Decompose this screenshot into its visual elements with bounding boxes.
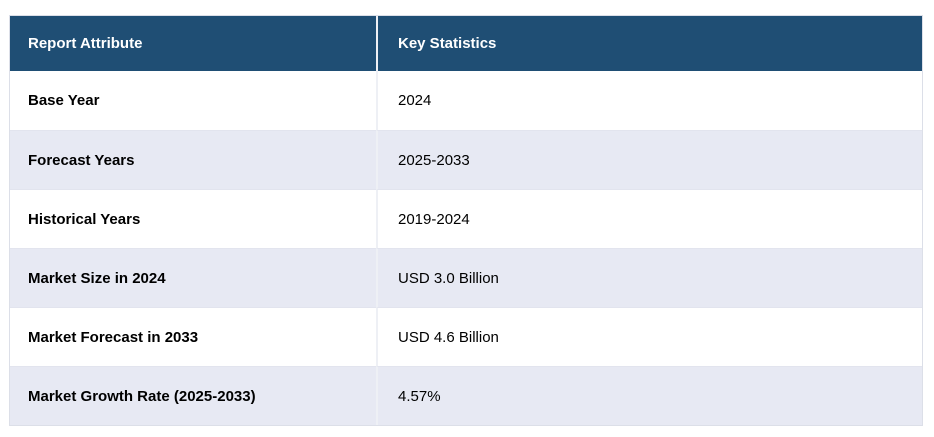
attribute-cell: Market Forecast in 2033 xyxy=(10,307,376,366)
table-row-market-growth-rate: Market Growth Rate (2025-2033) 4.57% xyxy=(10,366,922,425)
header-row: Report Attribute Key Statistics xyxy=(10,16,922,71)
table-header: Report Attribute Key Statistics xyxy=(10,16,922,71)
table-row-forecast-years: Forecast Years 2025-2033 xyxy=(10,130,922,189)
value-cell: 2025-2033 xyxy=(376,130,922,189)
table-row-historical-years: Historical Years 2019-2024 xyxy=(10,189,922,248)
table-row-market-size-2024: Market Size in 2024 USD 3.0 Billion xyxy=(10,248,922,307)
table-body: Base Year 2024 Forecast Years 2025-2033 … xyxy=(10,71,922,425)
attribute-cell: Forecast Years xyxy=(10,130,376,189)
value-cell: USD 3.0 Billion xyxy=(376,248,922,307)
value-cell: 2024 xyxy=(376,71,922,130)
value-cell: 4.57% xyxy=(376,366,922,425)
table-row-market-forecast-2033: Market Forecast in 2033 USD 4.6 Billion xyxy=(10,307,922,366)
attribute-cell: Historical Years xyxy=(10,189,376,248)
attribute-cell: Market Size in 2024 xyxy=(10,248,376,307)
attribute-cell: Base Year xyxy=(10,71,376,130)
attribute-cell: Market Growth Rate (2025-2033) xyxy=(10,366,376,425)
column-header-key-statistics: Key Statistics xyxy=(376,16,922,71)
column-header-report-attribute: Report Attribute xyxy=(10,16,376,71)
key-statistics-table: Report Attribute Key Statistics Base Yea… xyxy=(10,16,922,425)
report-statistics-table: Report Attribute Key Statistics Base Yea… xyxy=(9,15,923,426)
table-row-base-year: Base Year 2024 xyxy=(10,71,922,130)
value-cell: USD 4.6 Billion xyxy=(376,307,922,366)
value-cell: 2019-2024 xyxy=(376,189,922,248)
